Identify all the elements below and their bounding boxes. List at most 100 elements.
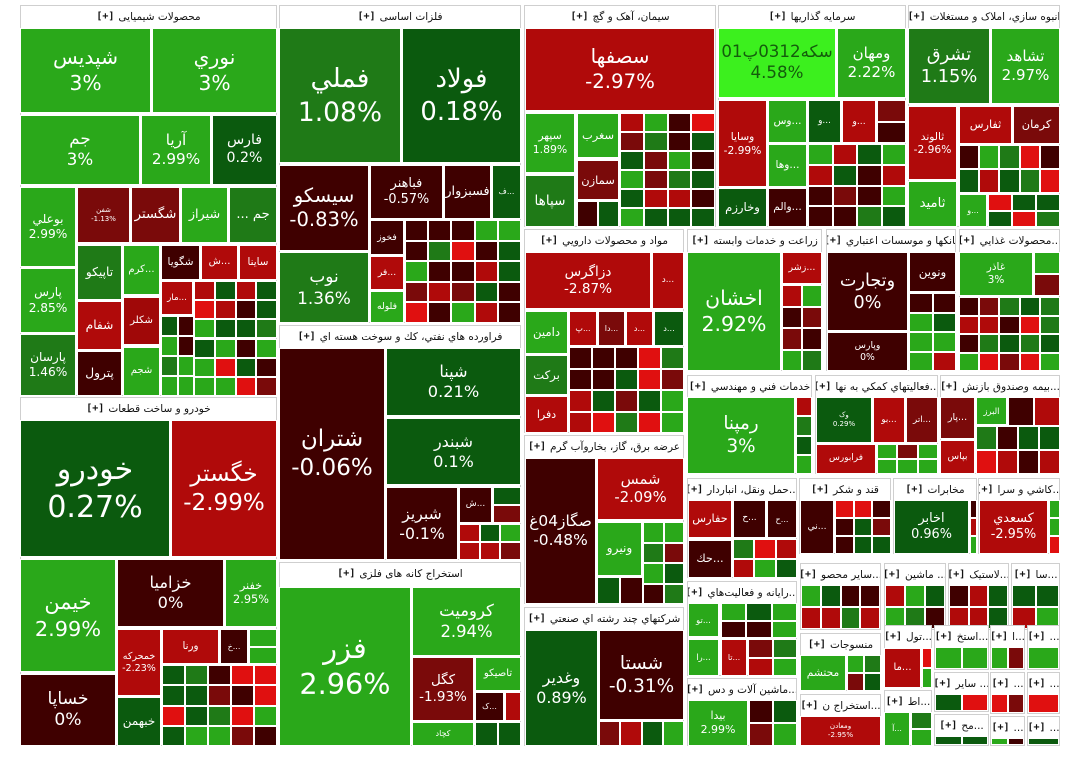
stock-tile-small[interactable] — [749, 700, 773, 723]
sector-header[interactable]: ... [+] — [1028, 626, 1059, 647]
stock-tile-small[interactable] — [1008, 397, 1034, 426]
stock-tile-small[interactable] — [620, 151, 644, 170]
stock-tile[interactable]: ...و — [808, 100, 841, 143]
stock-tile-small[interactable] — [663, 583, 684, 604]
stock-tile-small[interactable] — [997, 426, 1018, 450]
stock-tile-small[interactable] — [663, 542, 684, 563]
sector-header[interactable]: زراعت و خدمات وابسته [+] — [688, 230, 821, 251]
stock-tile-small[interactable] — [1039, 297, 1060, 316]
stock-tile-small[interactable] — [961, 694, 988, 711]
stock-tile-small[interactable] — [185, 685, 208, 706]
stock-tile-small[interactable] — [185, 725, 208, 746]
stock-tile[interactable]: ...دا — [598, 311, 625, 346]
stock-tile-small[interactable] — [1019, 315, 1040, 334]
stock-tile-small[interactable] — [475, 722, 498, 746]
stock-tile[interactable]: تاصيکو — [475, 657, 521, 691]
stock-tile-small[interactable] — [1039, 426, 1060, 450]
stock-tile-small[interactable] — [979, 169, 1000, 193]
stock-tile[interactable]: آريا 2.99% — [141, 115, 211, 185]
stock-tile-small[interactable] — [853, 536, 873, 554]
stock-tile-small[interactable] — [911, 712, 932, 729]
stock-tile-small[interactable] — [256, 376, 277, 396]
expand-sector-button[interactable]: [+] — [688, 587, 704, 598]
stock-tile-small[interactable] — [771, 620, 797, 638]
stock-tile-small[interactable] — [428, 302, 452, 323]
stock-tile-small[interactable] — [1012, 210, 1036, 227]
stock-tile-small[interactable] — [208, 685, 231, 706]
stock-tile-small[interactable] — [925, 585, 945, 607]
stock-tile-small[interactable] — [917, 444, 938, 459]
stock-tile-small[interactable] — [599, 721, 621, 746]
expand-sector-button[interactable]: [+] — [935, 678, 952, 689]
stock-tile[interactable]: صگاز04غ -0.48% — [525, 458, 596, 604]
stock-tile-small[interactable] — [999, 315, 1020, 334]
stock-tile-small[interactable] — [592, 411, 615, 433]
stock-tile-small[interactable] — [661, 347, 684, 369]
stock-tile-small[interactable] — [771, 603, 797, 621]
stock-tile[interactable]: دزاگرس -2.87% — [525, 252, 651, 309]
stock-tile-small[interactable] — [235, 376, 257, 396]
stock-tile[interactable]: وتجارت 0% — [827, 252, 908, 331]
stock-tile-small[interactable] — [254, 725, 277, 746]
stock-tile-small[interactable] — [1019, 169, 1040, 193]
stock-tile-small[interactable] — [911, 729, 932, 746]
stock-tile[interactable]: ومعادن -2.95% — [800, 716, 881, 746]
stock-tile-small[interactable] — [598, 201, 619, 227]
stock-tile-small[interactable] — [970, 500, 977, 518]
stock-tile-small[interactable] — [577, 201, 598, 227]
stock-tile-small[interactable] — [1039, 450, 1060, 474]
stock-tile-small[interactable] — [194, 376, 215, 396]
stock-tile-small[interactable] — [691, 132, 715, 151]
stock-tile-small[interactable] — [451, 220, 475, 241]
stock-tile-small[interactable] — [1039, 169, 1060, 193]
stock-tile-small[interactable] — [857, 206, 882, 227]
stock-tile[interactable]: شيراز — [181, 187, 228, 243]
sector-header[interactable]: ... [+] — [1028, 717, 1059, 738]
stock-tile[interactable]: ...پ — [569, 311, 597, 346]
stock-tile-small[interactable] — [988, 194, 1012, 211]
expand-sector-button[interactable]: [+] — [527, 441, 547, 452]
stock-tile-small[interactable] — [459, 542, 480, 560]
stock-tile[interactable]: ...ف — [492, 165, 521, 219]
stock-tile-small[interactable] — [820, 607, 841, 629]
stock-tile[interactable]: ثاميد — [908, 181, 957, 227]
stock-tile-small[interactable] — [185, 665, 208, 686]
stock-tile-small[interactable] — [775, 558, 797, 578]
stock-tile-small[interactable] — [161, 336, 178, 356]
stock-tile-small[interactable] — [161, 316, 178, 336]
stock-tile-small[interactable] — [782, 306, 802, 328]
stock-tile-small[interactable] — [932, 332, 956, 352]
expand-sector-button[interactable]: [+] — [691, 235, 710, 246]
stock-tile-small[interactable] — [959, 297, 980, 316]
stock-tile[interactable]: فارس 0.2% — [212, 115, 277, 185]
sector-header[interactable]: ...حمل ونقل، انباردار[+] — [688, 479, 796, 500]
stock-tile-small[interactable] — [667, 208, 692, 227]
stock-tile[interactable]: ثفارس — [959, 106, 1012, 144]
sector-header[interactable]: مواد و محصولات دارويي [+] — [525, 230, 683, 251]
stock-tile-small[interactable] — [872, 518, 891, 536]
stock-tile-small[interactable] — [808, 144, 833, 165]
stock-tile[interactable]: خساپا 0% — [20, 674, 116, 746]
expand-sector-button[interactable]: [+] — [939, 720, 958, 731]
expand-sector-button[interactable]: [+] — [979, 484, 994, 495]
stock-tile-small[interactable] — [970, 518, 977, 536]
stock-tile[interactable]: ...د — [626, 311, 653, 346]
stock-tile-small[interactable] — [474, 220, 498, 241]
stock-tile-small[interactable] — [864, 673, 881, 691]
stock-tile[interactable]: وخارزم — [718, 188, 767, 227]
stock-tile-small[interactable] — [1028, 738, 1059, 745]
stock-tile-small[interactable] — [909, 312, 933, 332]
stock-tile-small[interactable] — [643, 170, 668, 189]
stock-tile-small[interactable] — [847, 673, 864, 691]
stock-tile-small[interactable] — [999, 334, 1020, 353]
sector-header[interactable]: ...فعاليتهاي کمکي به نها[+] — [816, 376, 937, 397]
stock-tile-small[interactable] — [877, 444, 898, 459]
stock-tile-small[interactable] — [256, 338, 277, 358]
expand-sector-button[interactable]: [+] — [801, 700, 819, 711]
stock-tile-small[interactable] — [1039, 352, 1060, 371]
stock-tile-small[interactable] — [214, 357, 236, 377]
expand-sector-button[interactable]: [+] — [337, 568, 356, 579]
stock-tile-small[interactable] — [643, 522, 664, 543]
stock-tile-small[interactable] — [497, 302, 521, 323]
stock-tile-small[interactable] — [185, 705, 208, 726]
